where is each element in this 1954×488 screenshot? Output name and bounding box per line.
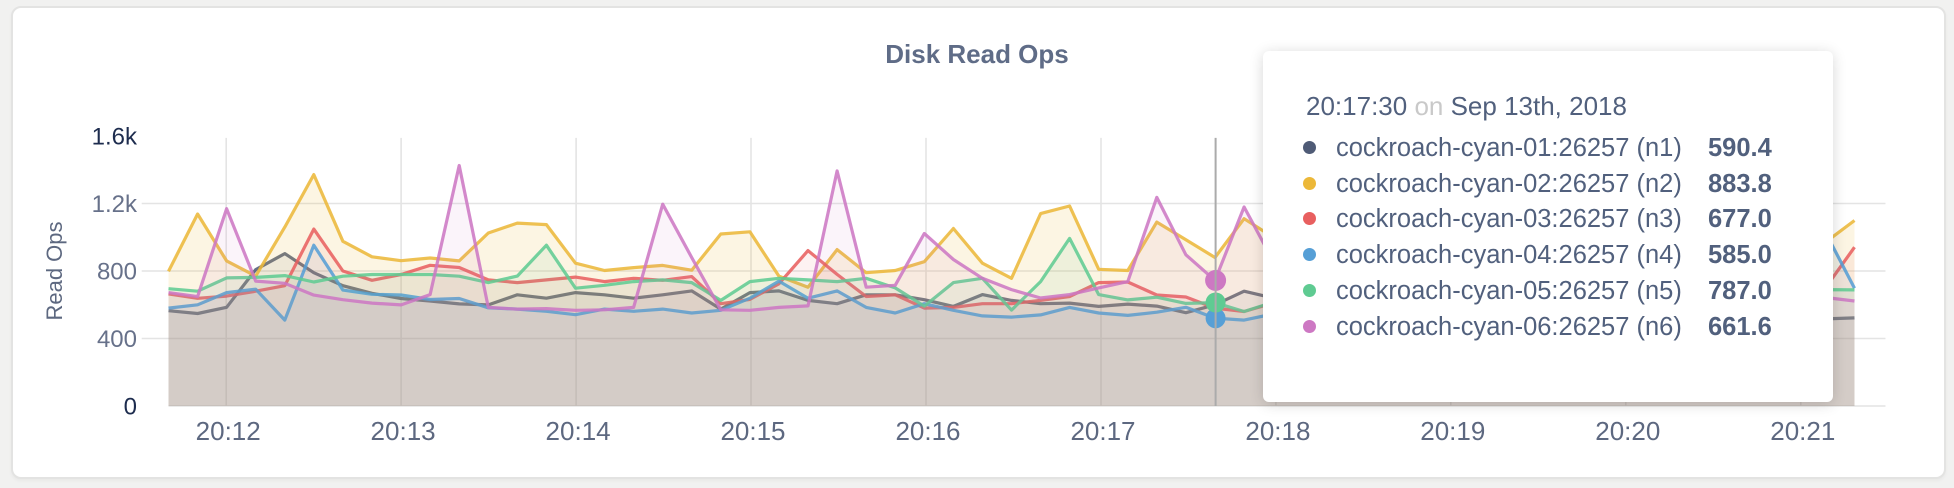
svg-text:Read Ops: Read Ops <box>42 221 67 320</box>
svg-text:20:19: 20:19 <box>1420 416 1485 446</box>
svg-text:0: 0 <box>124 394 137 421</box>
svg-text:20:21: 20:21 <box>1770 416 1835 446</box>
svg-text:20:20: 20:20 <box>1595 416 1660 446</box>
svg-text:400: 400 <box>97 326 137 353</box>
svg-text:20:14: 20:14 <box>546 416 611 446</box>
svg-text:20:18: 20:18 <box>1245 416 1310 446</box>
svg-text:1.6k: 1.6k <box>92 124 138 151</box>
svg-text:20:13: 20:13 <box>371 416 436 446</box>
svg-text:800: 800 <box>97 259 137 286</box>
svg-text:20:16: 20:16 <box>895 416 960 446</box>
svg-text:20:15: 20:15 <box>720 416 785 446</box>
svg-text:20:12: 20:12 <box>196 416 261 446</box>
svg-text:20:17: 20:17 <box>1070 416 1135 446</box>
svg-text:1.2k: 1.2k <box>92 191 138 218</box>
